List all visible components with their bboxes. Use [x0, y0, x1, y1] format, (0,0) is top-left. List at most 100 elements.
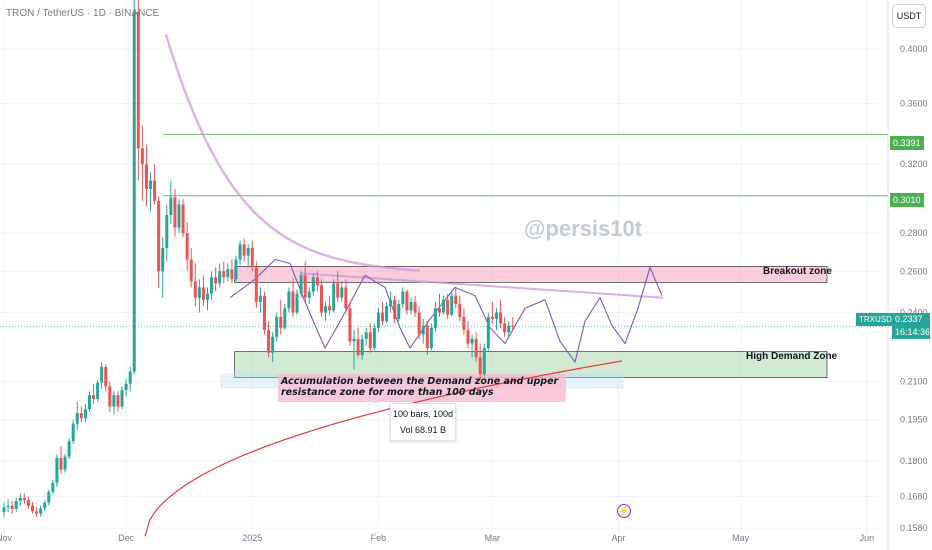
candle-body	[258, 295, 262, 302]
resistance-line	[299, 272, 664, 299]
candle-body	[470, 339, 474, 344]
current-price-tag: 0.2337 16:14:36	[892, 313, 930, 339]
watermark: @persis10t	[524, 216, 643, 241]
candle-body	[144, 164, 148, 189]
demand-zone-label: High Demand Zone	[746, 351, 838, 362]
candle-body	[295, 293, 299, 313]
candle-body	[393, 299, 397, 320]
y-tick-label: 0.4000	[900, 44, 928, 54]
candle-body	[417, 312, 421, 335]
candle-body	[51, 482, 55, 492]
candle-body	[87, 395, 91, 410]
candle-body	[153, 180, 157, 201]
candle-body	[218, 271, 222, 284]
x-axis: Nov Dec 2025 Feb Mar Apr May Jun	[0, 533, 874, 543]
candle-body	[324, 306, 328, 313]
measure-bars: 100 bars, 100d	[392, 409, 454, 419]
candle-body	[433, 308, 437, 328]
candle-body	[462, 316, 466, 331]
candle-body	[43, 502, 47, 509]
candle-body	[421, 325, 425, 335]
x-tick-label: May	[732, 533, 750, 543]
candle-body	[100, 366, 104, 383]
candle-body	[92, 395, 96, 399]
candles	[2, 0, 515, 517]
candle-body	[18, 498, 22, 502]
y-tick-label: 0.1680	[900, 491, 928, 501]
annotation-bg	[278, 374, 566, 402]
candle-body	[303, 275, 307, 298]
candle-body	[311, 277, 315, 292]
candle-body	[352, 339, 356, 342]
y-axis: 0.4000 0.3600 0.3200 0.2800 0.2600 0.2400 0.21…	[900, 44, 928, 533]
candle-body	[59, 458, 63, 470]
candle-body	[368, 332, 372, 349]
candle-body	[83, 409, 87, 419]
level-lines	[0, 133, 888, 327]
candle-body	[376, 312, 380, 328]
candle-body	[30, 505, 34, 512]
candle-body	[262, 295, 266, 331]
candle-body	[271, 336, 275, 353]
candle-body	[222, 271, 226, 278]
candle-body	[482, 348, 486, 375]
candle-body	[454, 295, 458, 305]
candle-body	[79, 413, 83, 419]
resistance-curve	[164, 34, 421, 272]
level-tag-0: 0.3391	[890, 136, 924, 150]
candle-body	[35, 511, 39, 514]
level-tag-1: 0.3010	[890, 193, 924, 207]
lightning-icon[interactable]: ⚡	[617, 504, 631, 518]
candle-body	[458, 304, 462, 317]
y-tick-label: 0.3200	[900, 159, 928, 169]
candle-body	[507, 325, 511, 333]
x-tick-label: Dec	[118, 533, 135, 543]
candle-body	[242, 244, 246, 256]
candle-body	[409, 301, 413, 311]
candle-body	[511, 325, 515, 327]
candle-body	[413, 301, 417, 313]
candle-body	[165, 214, 169, 249]
candle-body	[474, 339, 478, 358]
candle-body	[319, 285, 323, 313]
candle-body	[372, 327, 376, 349]
candle-body	[10, 505, 14, 509]
candle-body	[161, 248, 165, 272]
candle-body	[140, 148, 144, 165]
candle-body	[26, 500, 30, 506]
candle-body	[75, 413, 79, 424]
measure-vol: Vol 68.91 B	[399, 425, 447, 435]
candle-body	[185, 233, 189, 260]
y-tick-label: 0.1800	[900, 456, 928, 466]
candle-body	[47, 491, 51, 503]
candle-body	[197, 287, 201, 298]
candle-body	[315, 277, 319, 286]
ticker-tag: TRXUSDT	[856, 313, 900, 326]
candle-body	[67, 441, 71, 457]
candle-body	[173, 197, 177, 228]
candle-body	[14, 501, 18, 509]
y-tick-label: 0.1950	[900, 415, 928, 425]
candle-body	[2, 507, 6, 513]
candle-body	[503, 323, 507, 333]
symbol-label: TRON / TetherUS · 1D · BINANCE	[6, 8, 160, 19]
candle-body	[466, 330, 470, 344]
candle-body	[63, 456, 67, 470]
countdown: 16:14:36	[895, 327, 931, 337]
candle-body	[149, 180, 153, 189]
x-tick-label: Feb	[371, 533, 387, 543]
candle-body	[169, 197, 173, 215]
candle-body	[136, 11, 140, 149]
currency-badge[interactable]: USDT	[892, 4, 926, 28]
accumulation-annotation: Accumulation between the Demand zone and…	[281, 376, 559, 398]
candle-body	[299, 275, 303, 294]
candle-body	[254, 267, 258, 302]
candle-body	[214, 277, 218, 284]
candle-body	[425, 325, 429, 349]
candle-body	[499, 312, 503, 324]
zone-rects	[220, 266, 828, 402]
candle-body	[55, 458, 59, 483]
candle-body	[226, 269, 230, 278]
candle-body	[275, 316, 279, 337]
